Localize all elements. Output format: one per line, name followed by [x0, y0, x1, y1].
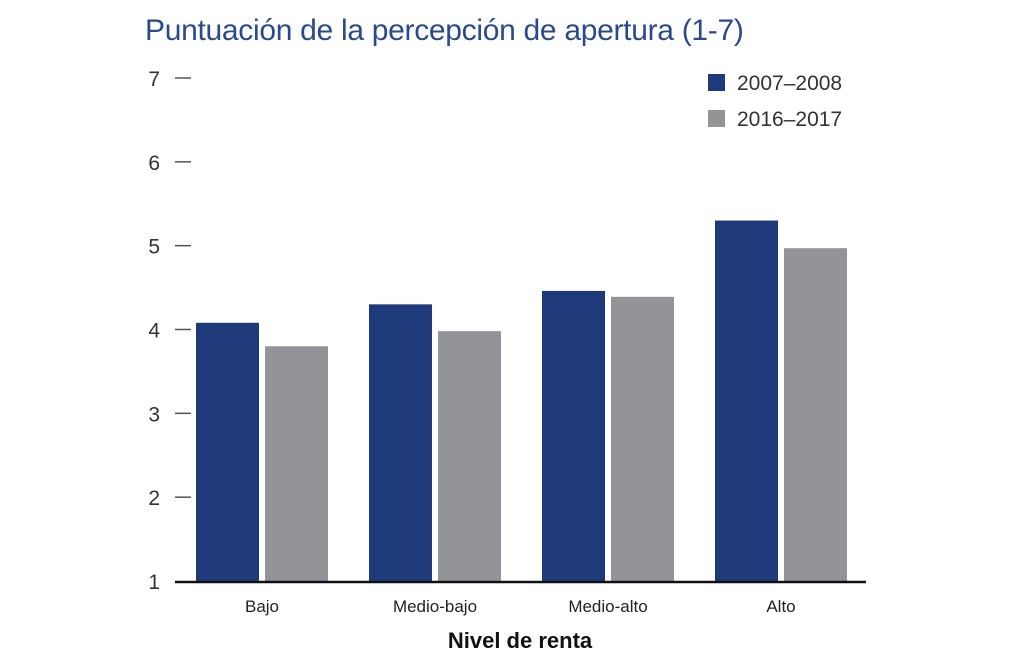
y-tick-label: 6 — [148, 152, 160, 175]
bar-series2-medio-bajo — [438, 331, 501, 581]
bar-series2-medio-alto — [611, 296, 674, 581]
bars — [196, 220, 847, 581]
x-category-label: Medio-alto — [568, 597, 647, 616]
y-tick-label: 1 — [148, 571, 160, 594]
legend-label: 2007–2008 — [737, 72, 842, 95]
bar-series1-medio-alto — [542, 290, 605, 581]
x-axis-title: Nivel de renta — [448, 628, 593, 653]
x-axis-labels: Bajo Medio-bajo Medio-alto Alto — [245, 597, 796, 616]
bar-series1-medio-bajo — [369, 304, 432, 581]
bar-series2-alto — [784, 248, 847, 581]
chart-title: Puntuación de la percepción de apertura … — [145, 14, 744, 47]
y-tick-label: 4 — [148, 320, 160, 343]
bar-series1-alto — [715, 220, 778, 581]
y-tick-label: 3 — [148, 403, 160, 426]
x-category-label: Bajo — [245, 597, 279, 616]
y-axis: 1 2 3 4 5 6 7 — [148, 68, 191, 594]
y-tick-label: 7 — [148, 68, 160, 91]
bar-series1-bajo — [196, 322, 259, 581]
legend-swatch — [708, 74, 725, 91]
legend: 2007–2008 2016–2017 — [708, 72, 842, 131]
legend-label: 2016–2017 — [737, 108, 842, 131]
legend-swatch — [708, 110, 725, 127]
x-category-label: Alto — [766, 597, 795, 616]
x-category-label: Medio-bajo — [393, 597, 477, 616]
y-tick-label: 2 — [148, 487, 160, 510]
bar-series2-bajo — [265, 346, 328, 581]
y-tick-label: 5 — [148, 236, 160, 259]
